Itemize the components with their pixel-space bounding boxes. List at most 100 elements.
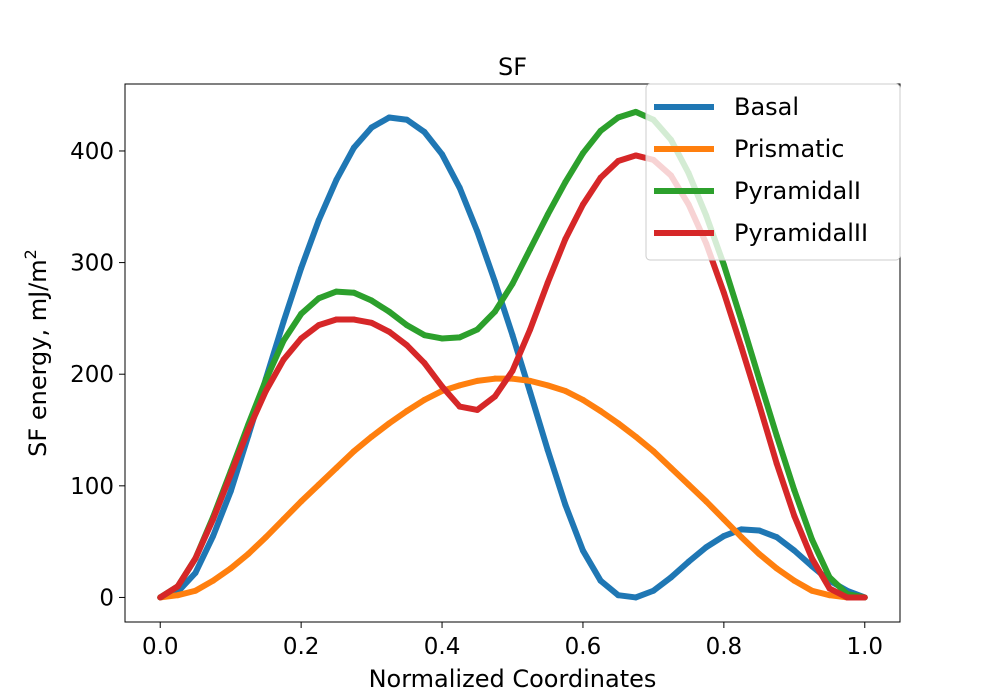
data-point-basal	[491, 278, 498, 285]
data-point-basal	[421, 129, 428, 135]
data-point-prismatic	[245, 550, 252, 557]
data-point-pyramidalii	[632, 152, 639, 159]
data-point-prismatic	[350, 448, 357, 455]
data-point-pyramidalii	[456, 403, 463, 410]
data-point-pyramidali	[773, 432, 780, 439]
data-point-pyramidali	[315, 295, 322, 302]
data-point-prismatic	[668, 464, 675, 471]
x-tick-label: 0.6	[565, 634, 602, 660]
data-point-basal	[280, 318, 287, 325]
data-point-prismatic	[315, 481, 322, 488]
data-point-pyramidali	[597, 127, 604, 134]
data-point-pyramidalii	[562, 236, 569, 243]
legend-box	[645, 83, 901, 261]
data-point-basal	[668, 574, 675, 581]
data-point-pyramidalii	[315, 322, 322, 329]
x-tick-label: 1.0	[846, 634, 883, 660]
data-point-prismatic	[192, 587, 199, 594]
data-point-basal	[773, 534, 780, 541]
legend-entry-pyramidalii: PyramidalII	[654, 219, 868, 247]
data-point-pyramidalii	[808, 555, 815, 562]
legend-marker-prismatic	[681, 146, 687, 152]
data-point-pyramidalii	[720, 289, 727, 296]
data-point-pyramidalii	[333, 316, 340, 323]
data-point-basal	[703, 544, 710, 551]
legend-label-pyramidali: PyramidalI	[734, 177, 861, 205]
data-point-prismatic	[579, 396, 586, 403]
data-point-prismatic	[826, 592, 833, 599]
data-point-basal	[544, 447, 551, 454]
data-point-basal	[192, 569, 199, 576]
data-point-basal	[350, 144, 357, 151]
data-point-pyramidalii	[738, 344, 745, 351]
data-point-pyramidalii	[280, 356, 287, 363]
data-point-pyramidalii	[157, 594, 164, 601]
data-point-pyramidalii	[227, 471, 234, 478]
data-point-pyramidali	[333, 288, 340, 295]
data-point-pyramidalii	[421, 360, 428, 367]
data-point-prismatic	[262, 534, 269, 541]
legend-label-pyramidalii: PyramidalII	[734, 219, 868, 247]
data-point-pyramidalii	[368, 319, 375, 326]
x-tick-label: 0.8	[706, 634, 743, 660]
data-point-pyramidalii	[826, 585, 833, 592]
data-point-pyramidalii	[527, 326, 534, 333]
x-tick-label: 0.4	[424, 634, 461, 660]
data-point-basal	[720, 533, 727, 540]
data-point-basal	[298, 265, 305, 272]
data-point-basal	[456, 184, 463, 191]
data-point-basal	[474, 228, 481, 235]
x-tick-label: 0.0	[142, 634, 179, 660]
data-point-pyramidali	[298, 310, 305, 317]
y-tick-label: 300	[70, 251, 114, 277]
data-point-prismatic	[808, 587, 815, 594]
series-layer	[157, 108, 868, 601]
y-axis-label-text: SF energy, mJ/m	[24, 259, 52, 456]
data-point-pyramidali	[826, 574, 833, 581]
data-point-basal	[597, 577, 604, 584]
data-point-prismatic	[474, 377, 481, 384]
data-point-pyramidalii	[192, 555, 199, 562]
data-point-basal	[738, 526, 745, 533]
data-point-prismatic	[738, 534, 745, 541]
data-point-pyramidalii	[298, 335, 305, 342]
data-point-prismatic	[298, 498, 305, 505]
legend-entry-pyramidali: PyramidalI	[654, 177, 861, 205]
data-point-prismatic	[368, 433, 375, 440]
data-point-pyramidalii	[791, 512, 798, 519]
data-point-pyramidali	[756, 375, 763, 382]
data-point-basal	[756, 527, 763, 534]
series-pyramidalii	[157, 152, 868, 601]
data-point-prismatic	[456, 382, 463, 389]
data-point-pyramidali	[579, 150, 586, 157]
legend: Basal Prismatic PyramidalI PyramidalII	[645, 83, 901, 261]
data-point-prismatic	[421, 396, 428, 403]
data-point-basal	[368, 124, 375, 131]
data-point-basal	[386, 114, 393, 121]
legend-entry-prismatic: Prismatic	[654, 135, 844, 163]
legend-label-basal: Basal	[734, 93, 799, 121]
data-point-basal	[403, 116, 410, 123]
legend-marker-basal	[681, 104, 687, 110]
data-point-pyramidali	[280, 337, 287, 344]
data-point-basal	[579, 547, 586, 554]
data-point-pyramidali	[808, 536, 815, 543]
data-point-prismatic	[491, 375, 498, 382]
y-tick-label: 400	[70, 139, 114, 165]
legend-entry-basal: Basal	[654, 93, 799, 121]
data-point-pyramidali	[474, 326, 481, 333]
plot-area-frame	[124, 83, 901, 623]
data-point-pyramidalii	[403, 342, 410, 349]
data-point-pyramidalii	[174, 583, 181, 590]
data-point-basal	[439, 151, 446, 158]
data-point-prismatic	[403, 408, 410, 415]
data-point-basal	[210, 533, 217, 540]
y-axis-label: SF energy, mJ/m2	[21, 249, 52, 457]
data-point-pyramidali	[386, 308, 393, 315]
data-point-pyramidali	[720, 261, 727, 268]
data-point-pyramidali	[562, 179, 569, 186]
data-point-pyramidali	[350, 289, 357, 296]
data-point-prismatic	[227, 565, 234, 572]
data-point-prismatic	[756, 550, 763, 557]
